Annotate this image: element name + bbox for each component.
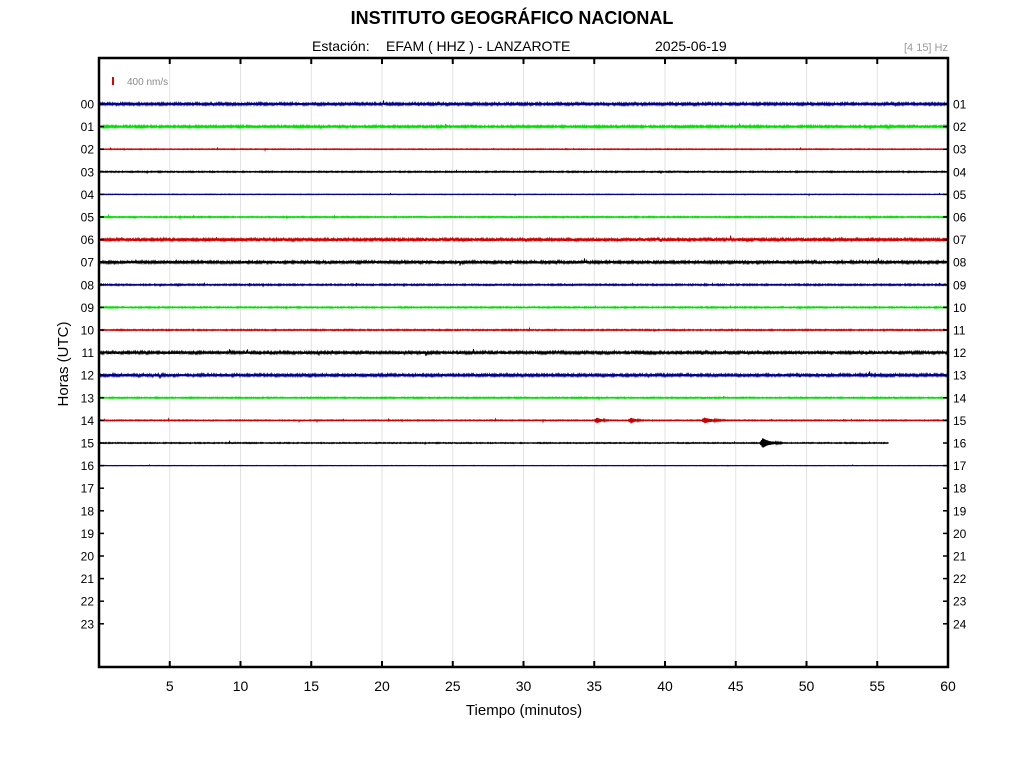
- x-tick-label: 55: [869, 678, 885, 694]
- hour-label-left: 23: [81, 617, 95, 631]
- hour-label-left: 04: [81, 188, 95, 202]
- hour-label-right: 07: [953, 233, 967, 247]
- x-tick-label: 25: [445, 678, 461, 694]
- hour-label-right: 15: [953, 414, 967, 428]
- hour-label-left: 13: [81, 391, 95, 405]
- x-tick-label: 50: [799, 678, 815, 694]
- record-date: 2025-06-19: [655, 38, 727, 54]
- x-tick-label: 20: [374, 678, 390, 694]
- trace-hour-11: [98, 349, 949, 357]
- hour-label-left: 09: [81, 301, 95, 315]
- hour-label-right: 17: [953, 459, 967, 473]
- scale-label: 400 nm/s: [127, 77, 168, 88]
- axis-labels: 5 10 15 20 25 30 35 40 45 50 55 60 00 01 01 02 02 03 03 04 0…: [81, 98, 967, 695]
- filter-band: [4 15] Hz: [903, 42, 948, 54]
- hour-label-right: 14: [953, 391, 967, 405]
- hour-label-left: 17: [81, 482, 95, 496]
- hour-label-right: 10: [953, 301, 967, 315]
- scale-bar: [112, 77, 114, 85]
- hour-label-right: 04: [953, 165, 967, 179]
- trace-hour-06: [98, 235, 949, 243]
- hour-label-right: 01: [953, 98, 967, 112]
- x-tick-label: 40: [657, 678, 673, 694]
- hour-label-right: 05: [953, 188, 967, 202]
- hour-label-left: 16: [81, 459, 95, 473]
- hour-label-right: 11: [953, 324, 966, 338]
- x-tick-label: 10: [233, 678, 249, 694]
- hour-label-left: 11: [82, 346, 95, 360]
- hour-label-left: 18: [81, 504, 95, 518]
- hour-label-right: 19: [953, 504, 967, 518]
- hour-label-left: 00: [81, 98, 95, 112]
- hour-label-right: 08: [953, 256, 967, 270]
- station-label: Estación:: [312, 38, 370, 54]
- trace-hour-01: [98, 123, 949, 130]
- hour-label-left: 20: [81, 550, 95, 564]
- hour-label-right: 24: [953, 617, 967, 631]
- hour-label-left: 06: [81, 233, 95, 247]
- trace-hour-07: [98, 258, 949, 266]
- grid-lines: [169, 58, 878, 667]
- x-axis-label: Tiempo (minutos): [466, 702, 582, 719]
- x-tick-label: 45: [728, 678, 744, 694]
- hour-label-left: 15: [81, 437, 95, 451]
- hour-label-right: 16: [953, 437, 967, 451]
- hour-label-right: 06: [953, 211, 967, 225]
- hour-label-left: 21: [81, 572, 95, 586]
- hour-label-left: 07: [81, 256, 95, 270]
- x-tick-label: 60: [940, 678, 956, 694]
- hour-label-left: 12: [81, 369, 95, 383]
- hour-label-right: 02: [953, 120, 967, 134]
- hour-label-right: 12: [953, 346, 967, 360]
- hour-label-right: 13: [953, 369, 967, 383]
- hour-label-left: 08: [81, 278, 95, 292]
- hour-label-left: 19: [81, 527, 95, 541]
- hour-label-left: 01: [81, 120, 95, 134]
- hour-label-right: 18: [953, 482, 967, 496]
- station-name: EFAM ( HHZ ) - LANZAROTE: [386, 38, 571, 54]
- hour-label-left: 10: [81, 324, 95, 338]
- hour-label-right: 21: [953, 550, 967, 564]
- page-title: INSTITUTO GEOGRÁFICO NACIONAL: [350, 8, 674, 28]
- trace-hour-12: [98, 371, 949, 379]
- hour-label-right: 09: [953, 278, 967, 292]
- trace-hour-00: [98, 100, 949, 108]
- plot-frame: [97, 56, 950, 669]
- hour-label-right: 03: [953, 143, 967, 157]
- seismic-traces: [98, 100, 949, 467]
- x-tick-label: 5: [166, 678, 174, 694]
- hour-label-right: 20: [953, 527, 967, 541]
- x-tick-label: 30: [516, 678, 532, 694]
- hour-label-left: 05: [81, 211, 95, 225]
- x-tick-label: 15: [303, 678, 319, 694]
- hour-label-left: 22: [81, 595, 95, 609]
- hour-label-left: 02: [81, 143, 95, 157]
- y-axis-label: Horas (UTC): [55, 321, 72, 406]
- hour-label-right: 22: [953, 572, 967, 586]
- hour-label-left: 03: [81, 165, 95, 179]
- hour-label-right: 23: [953, 595, 967, 609]
- hour-label-left: 14: [81, 414, 95, 428]
- x-tick-label: 35: [586, 678, 602, 694]
